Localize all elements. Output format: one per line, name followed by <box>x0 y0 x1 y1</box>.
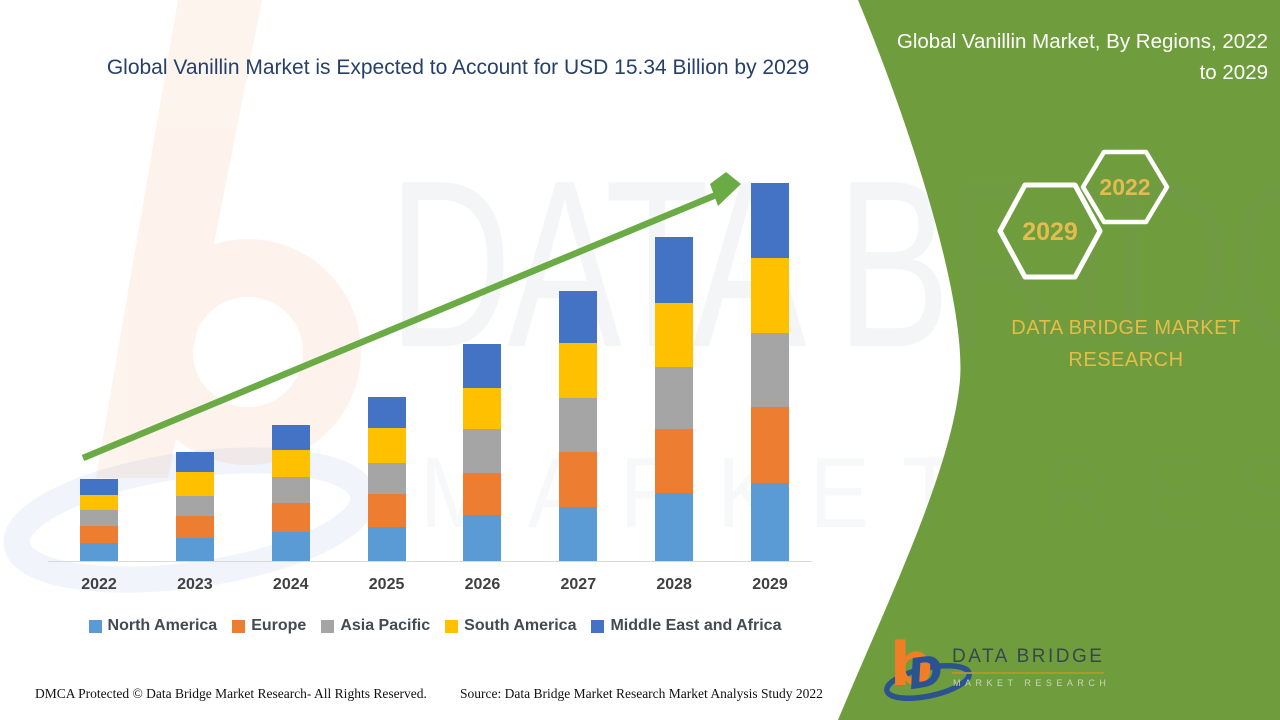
bar-segment-2027-north-america <box>559 506 598 561</box>
logo-underline <box>952 672 1104 674</box>
hexagon-2022: 2022 <box>1080 149 1170 225</box>
hexagon-2022-label: 2022 <box>1099 174 1150 200</box>
legend-item-europe: Europe <box>232 617 306 635</box>
hexagon-2029: 2029 <box>997 182 1103 280</box>
chart-legend: North America Europe Asia Pacific South Ame… <box>40 617 830 635</box>
bar-segment-2024-north-america <box>271 531 310 561</box>
bar-segment-2022-europe <box>80 525 118 543</box>
bar-segment-2025-north-america <box>367 526 406 561</box>
bar-segment-2029-north-america <box>751 482 790 561</box>
legend-item-middle-east-and-africa: Middle East and Africa <box>591 617 781 635</box>
bar-segment-2029-asia-pacific <box>751 332 790 407</box>
bar-segment-2024-europe <box>271 502 310 532</box>
bar-segment-2028-south-america <box>655 302 694 367</box>
bar-segment-2026-europe <box>463 472 502 515</box>
bar-segment-2029-middle-east-and-africa <box>751 182 790 258</box>
bar-segment-2023-south-america <box>175 472 214 497</box>
bar-segment-2029-europe <box>751 406 790 483</box>
bar-2029 <box>751 182 790 561</box>
bar-segment-2025-europe <box>367 493 406 527</box>
bar-segment-2025-middle-east-and-africa <box>367 396 406 428</box>
legend-swatch-icon <box>321 619 335 633</box>
x-axis-label-2028: 2028 <box>656 576 692 593</box>
x-axis-label-2024: 2024 <box>272 576 309 593</box>
legend-label: South America <box>464 617 577 634</box>
legend-item-north-america: North America <box>88 617 218 635</box>
bar-2023 <box>175 452 214 561</box>
legend-swatch-icon <box>591 619 605 633</box>
sidebar-heading: Global Vanillin Market, By Regions, 2022… <box>896 30 1268 84</box>
bar-segment-2025-asia-pacific <box>367 462 406 494</box>
bar-segment-2026-middle-east-and-africa <box>463 343 502 388</box>
bar-segment-2027-europe <box>559 451 598 507</box>
bar-segment-2028-north-america <box>655 492 694 561</box>
bar-segment-2025-south-america <box>367 427 406 463</box>
bar-segment-2022-south-america <box>80 494 118 510</box>
x-axis-line <box>48 561 812 562</box>
bar-segment-2024-middle-east-and-africa <box>271 424 310 450</box>
bar-segment-2022-asia-pacific <box>80 509 118 526</box>
x-axis-label-2022: 2022 <box>81 576 117 593</box>
chart-title: Global Vanillin Market is Expected to Ac… <box>106 56 810 79</box>
bar-segment-2028-europe <box>655 428 694 493</box>
dmca-note: DMCA Protected © Data Bridge Market Rese… <box>35 686 427 701</box>
bar-segment-2029-south-america <box>751 257 790 333</box>
legend-label: North America <box>107 617 218 634</box>
legend-item-asia-pacific: Asia Pacific <box>321 617 430 635</box>
bar-segment-2023-middle-east-and-africa <box>175 452 214 473</box>
bar-2022 <box>80 478 118 561</box>
logo-name: DATA BRIDGE <box>952 646 1105 667</box>
legend-swatch-icon <box>232 619 246 633</box>
bar-segment-2023-north-america <box>175 538 214 561</box>
bar-2025 <box>367 396 406 561</box>
legend-label: Asia Pacific <box>340 617 431 634</box>
logo-d-icon: D <box>904 645 947 700</box>
x-axis-label-2026: 2026 <box>464 576 501 593</box>
logo-b-icon: b <box>890 630 933 700</box>
bar-segment-2024-south-america <box>271 449 310 477</box>
bar-segment-2024-asia-pacific <box>271 476 310 503</box>
legend-item-south-america: South America <box>445 617 576 635</box>
bar-segment-2027-asia-pacific <box>559 397 598 452</box>
source-note: Source: Data Bridge Market Research Mark… <box>460 686 823 701</box>
bar-segment-2027-south-america <box>559 343 598 398</box>
bar-segment-2023-europe <box>175 516 214 539</box>
bar-segment-2026-asia-pacific <box>463 428 502 473</box>
green-panel-path <box>838 0 1280 720</box>
bar-2028 <box>655 237 694 561</box>
bar-segment-2026-north-america <box>463 514 502 561</box>
bar-segment-2026-south-america <box>463 387 502 429</box>
bar-segment-2022-north-america <box>80 542 118 561</box>
legend-swatch-icon <box>88 619 102 633</box>
x-axis-label-2025: 2025 <box>368 576 405 593</box>
bar-segment-2023-asia-pacific <box>175 496 214 517</box>
sidebar-brand-text: DATA BRIDGE MARKET RESEARCH <box>1011 317 1241 371</box>
bar-2024 <box>271 424 310 561</box>
bar-2026 <box>463 343 502 561</box>
legend-swatch-icon <box>445 619 459 633</box>
bar-segment-2028-middle-east-and-africa <box>655 237 694 303</box>
hexagon-2029-label: 2029 <box>1022 218 1078 246</box>
bar-segment-2028-asia-pacific <box>655 366 694 429</box>
x-axis-label-2027: 2027 <box>560 576 597 593</box>
x-axis-label-2023: 2023 <box>177 576 213 593</box>
legend-label: Middle East and Africa <box>610 617 782 634</box>
databridge-logo: b D DATA BRIDGE MARKET RESEARCH <box>884 630 1124 708</box>
bar-segment-2022-middle-east-and-africa <box>80 478 118 495</box>
bar-2027 <box>559 290 598 561</box>
x-axis-label-2029: 2029 <box>752 576 788 593</box>
legend-label: Europe <box>251 617 307 634</box>
bar-segment-2027-middle-east-and-africa <box>559 290 598 343</box>
logo-subtitle: MARKET RESEARCH <box>953 678 1111 688</box>
